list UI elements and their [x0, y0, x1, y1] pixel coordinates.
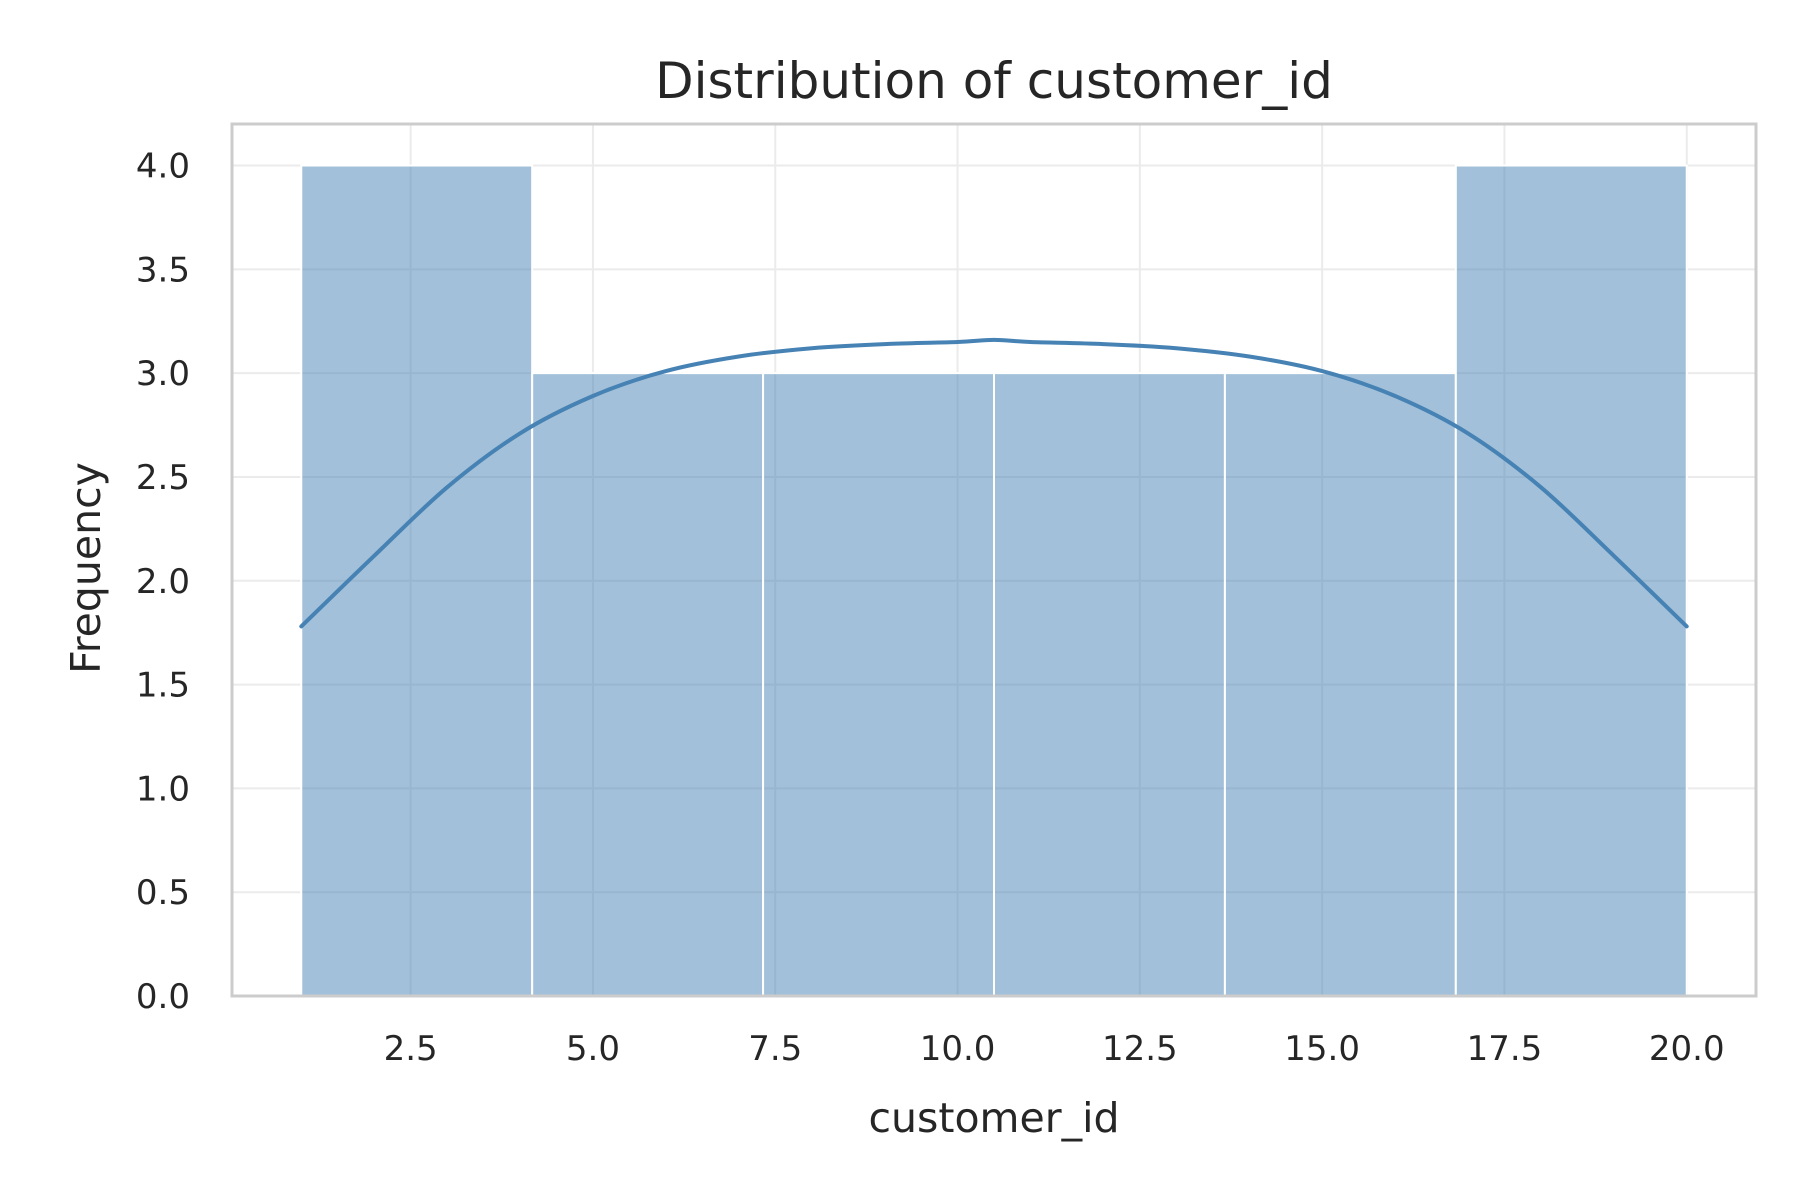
y-axis-label: Frequency	[62, 462, 110, 674]
x-axis-label: customer_id	[869, 1094, 1120, 1142]
x-tick-label: 12.5	[1102, 1029, 1178, 1069]
y-tick-label: 0.5	[136, 873, 190, 913]
x-tick-label: 7.5	[748, 1029, 802, 1069]
y-tick-label: 1.0	[136, 769, 190, 809]
x-tick-label: 10.0	[920, 1029, 996, 1069]
plot-frame	[230, 122, 1758, 998]
y-axis-ticks: 0.0 0.5 1.0 1.5 2.0 2.5 3.0 3.5 4.0	[136, 147, 190, 1017]
x-tick-label: 15.0	[1284, 1029, 1360, 1069]
histogram-bars	[300, 164, 1688, 997]
x-tick-label: 5.0	[566, 1029, 620, 1069]
histogram-bar	[1454, 164, 1688, 997]
y-tick-label: 3.0	[136, 354, 190, 394]
kde-curve-group	[299, 337, 1689, 629]
histogram-bar	[300, 164, 534, 997]
kde-curve	[299, 337, 1689, 629]
chart-title: Distribution of customer_id	[655, 52, 1333, 110]
x-tick-label: 2.5	[384, 1029, 438, 1069]
histogram-bar	[1223, 372, 1457, 997]
y-tick-label: 4.0	[136, 147, 190, 187]
histogram-bar	[762, 372, 996, 997]
x-axis-ticks: 2.5 5.0 7.5 10.0 12.5 15.0 17.5 20.0	[384, 1029, 1725, 1069]
y-tick-label: 0.0	[136, 977, 190, 1017]
y-tick-label: 1.5	[136, 666, 190, 706]
y-tick-label: 3.5	[136, 250, 190, 290]
y-tick-label: 2.5	[136, 458, 190, 498]
x-tick-label: 17.5	[1467, 1029, 1543, 1069]
x-tick-label: 20.0	[1649, 1029, 1725, 1069]
y-tick-label: 2.0	[136, 562, 190, 602]
histogram-bar	[531, 372, 765, 997]
histogram-bar	[993, 372, 1226, 997]
